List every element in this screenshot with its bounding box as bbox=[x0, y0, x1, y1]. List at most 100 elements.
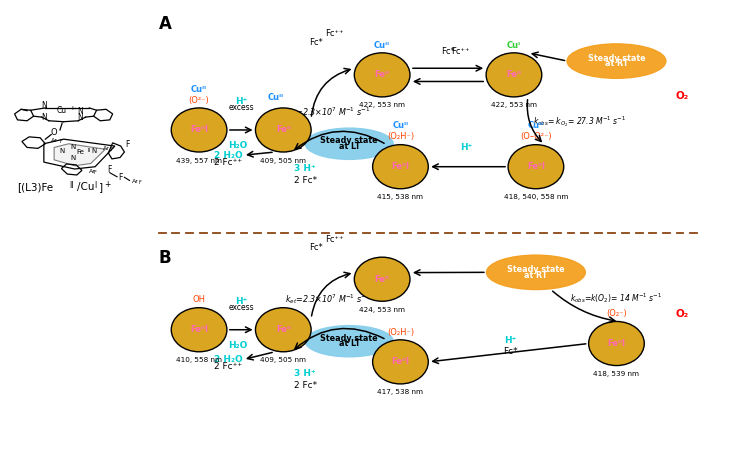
Text: N: N bbox=[78, 113, 83, 122]
Text: Feᴵᴵ: Feᴵᴵ bbox=[506, 70, 521, 79]
Ellipse shape bbox=[486, 53, 542, 97]
Text: F: F bbox=[125, 140, 129, 149]
Text: Ar: Ar bbox=[132, 179, 139, 184]
Text: H⁺: H⁺ bbox=[235, 97, 248, 106]
Text: Steady state: Steady state bbox=[588, 54, 645, 63]
Text: 2 H₂O: 2 H₂O bbox=[214, 355, 243, 364]
Ellipse shape bbox=[171, 108, 227, 152]
Ellipse shape bbox=[589, 322, 645, 365]
Text: 2 H₂O: 2 H₂O bbox=[214, 151, 243, 160]
Text: 418, 540, 558 nm: 418, 540, 558 nm bbox=[503, 194, 568, 200]
Text: OH: OH bbox=[193, 296, 206, 304]
Text: Ar: Ar bbox=[51, 138, 58, 143]
Text: A: A bbox=[159, 15, 172, 33]
Text: F: F bbox=[118, 173, 123, 182]
Text: 424, 553 nm: 424, 553 nm bbox=[359, 307, 405, 313]
Text: excess: excess bbox=[229, 303, 254, 312]
Text: 409, 505 nm: 409, 505 nm bbox=[260, 158, 306, 164]
Text: 422, 553 nm: 422, 553 nm bbox=[491, 103, 537, 109]
Text: O: O bbox=[51, 128, 57, 137]
Text: 410, 558 nm: 410, 558 nm bbox=[176, 357, 222, 363]
Text: Cuᴵᴵ: Cuᴵᴵ bbox=[392, 122, 409, 130]
Text: Feᴵᴵ: Feᴵᴵ bbox=[375, 70, 390, 79]
Text: FeᴵᴵI: FeᴵᴵI bbox=[190, 126, 208, 134]
Text: (O₂H⁻): (O₂H⁻) bbox=[387, 133, 414, 141]
Text: F: F bbox=[60, 139, 62, 144]
Text: 3 H⁺: 3 H⁺ bbox=[295, 369, 316, 378]
Text: 2 Fc⁺⁺: 2 Fc⁺⁺ bbox=[215, 362, 243, 371]
Text: II: II bbox=[70, 181, 74, 190]
Polygon shape bbox=[54, 144, 105, 166]
Text: [(L3)Fe: [(L3)Fe bbox=[18, 182, 54, 192]
Text: I: I bbox=[94, 181, 96, 190]
Text: II: II bbox=[87, 148, 91, 153]
Ellipse shape bbox=[508, 145, 564, 189]
Text: 418, 539 nm: 418, 539 nm bbox=[593, 371, 639, 377]
Text: H⁺: H⁺ bbox=[235, 298, 248, 306]
Ellipse shape bbox=[305, 128, 393, 159]
Text: $k_{et}$=2.3×10$^7$ M$^{-1}$ s$^{-1}$: $k_{et}$=2.3×10$^7$ M$^{-1}$ s$^{-1}$ bbox=[284, 105, 370, 119]
Text: Fc*: Fc* bbox=[441, 48, 455, 56]
Text: $k_{obs}$=$k(O_2)$= 14 M$^{-1}$ s$^{-1}$: $k_{obs}$=$k(O_2)$= 14 M$^{-1}$ s$^{-1}$ bbox=[570, 291, 662, 304]
Text: Fc*: Fc* bbox=[309, 38, 323, 47]
Text: N: N bbox=[78, 107, 83, 116]
Ellipse shape bbox=[171, 308, 227, 352]
Text: F: F bbox=[93, 170, 96, 176]
Text: $k_{obs}$= $k_{O_2}$= 27.3 M$^{-1}$ s$^{-1}$: $k_{obs}$= $k_{O_2}$= 27.3 M$^{-1}$ s$^{… bbox=[534, 114, 626, 129]
Text: 415, 538 nm: 415, 538 nm bbox=[378, 194, 423, 200]
Text: O₂: O₂ bbox=[675, 309, 688, 319]
Text: Cu: Cu bbox=[57, 106, 67, 115]
Text: (O²⁻): (O²⁻) bbox=[189, 96, 209, 105]
Text: 2 Fc*: 2 Fc* bbox=[294, 176, 317, 185]
Text: H⁺: H⁺ bbox=[504, 336, 517, 345]
Ellipse shape bbox=[256, 308, 311, 352]
Text: O₂: O₂ bbox=[675, 91, 688, 101]
Text: Feᴵᴵ: Feᴵᴵ bbox=[276, 126, 291, 134]
Text: at RT: at RT bbox=[605, 59, 628, 68]
Text: 422, 553 nm: 422, 553 nm bbox=[359, 103, 405, 109]
Text: FeᴵᴵI: FeᴵᴵI bbox=[392, 358, 409, 366]
Text: H⁺: H⁺ bbox=[460, 143, 473, 152]
Text: Feᴵᴵ: Feᴵᴵ bbox=[276, 325, 291, 334]
Text: F: F bbox=[107, 164, 112, 174]
Text: Steady state: Steady state bbox=[507, 265, 564, 274]
Text: Cuᴵᴵ: Cuᴵᴵ bbox=[528, 122, 544, 130]
Ellipse shape bbox=[487, 255, 585, 290]
Text: Cuᴵᴵ: Cuᴵᴵ bbox=[374, 41, 390, 49]
Text: Cuᴵ: Cuᴵ bbox=[507, 41, 521, 49]
Text: 439, 557 nm: 439, 557 nm bbox=[176, 158, 222, 164]
Ellipse shape bbox=[354, 257, 410, 301]
Text: Fc⁺⁺: Fc⁺⁺ bbox=[326, 29, 344, 38]
Text: N: N bbox=[71, 155, 76, 161]
Text: FeᴵᴵI: FeᴵᴵI bbox=[527, 162, 545, 171]
Text: Steady state: Steady state bbox=[320, 136, 378, 146]
Ellipse shape bbox=[373, 145, 429, 189]
Text: (O–O²⁻): (O–O²⁻) bbox=[520, 133, 552, 141]
Text: Ar: Ar bbox=[103, 146, 110, 151]
Text: at LT: at LT bbox=[339, 340, 360, 348]
Text: (O₂⁻): (O₂⁻) bbox=[606, 309, 627, 318]
Text: at RT: at RT bbox=[524, 271, 548, 280]
Text: I: I bbox=[71, 106, 73, 111]
Text: B: B bbox=[159, 249, 171, 267]
Ellipse shape bbox=[305, 326, 393, 357]
Text: Cuᴵᴵ: Cuᴵᴵ bbox=[268, 93, 284, 103]
Text: Fc⁺⁺: Fc⁺⁺ bbox=[326, 235, 344, 244]
Text: Cuᴵᴵ: Cuᴵᴵ bbox=[191, 85, 207, 94]
Text: FeᴵᴵI: FeᴵᴵI bbox=[190, 325, 208, 334]
Ellipse shape bbox=[256, 108, 311, 152]
Text: FeᴵᴵI: FeᴵᴵI bbox=[392, 162, 409, 171]
Text: 2 Fc*: 2 Fc* bbox=[294, 381, 317, 390]
Text: excess: excess bbox=[229, 103, 254, 112]
Text: Steady state: Steady state bbox=[320, 334, 378, 343]
Text: N: N bbox=[71, 144, 76, 150]
Text: 417, 538 nm: 417, 538 nm bbox=[378, 389, 423, 395]
Text: H₂O: H₂O bbox=[228, 141, 248, 151]
Text: (O₂H⁻): (O₂H⁻) bbox=[387, 328, 414, 337]
Text: at LT: at LT bbox=[339, 142, 360, 151]
Ellipse shape bbox=[354, 53, 410, 97]
Text: ]: ] bbox=[98, 182, 103, 192]
Text: Fc*: Fc* bbox=[309, 243, 323, 252]
Text: Fc⁺⁺: Fc⁺⁺ bbox=[451, 48, 470, 56]
Text: $k_{et}$=2.3×10$^7$ M$^{-1}$ s$^{-1}$: $k_{et}$=2.3×10$^7$ M$^{-1}$ s$^{-1}$ bbox=[284, 292, 370, 305]
